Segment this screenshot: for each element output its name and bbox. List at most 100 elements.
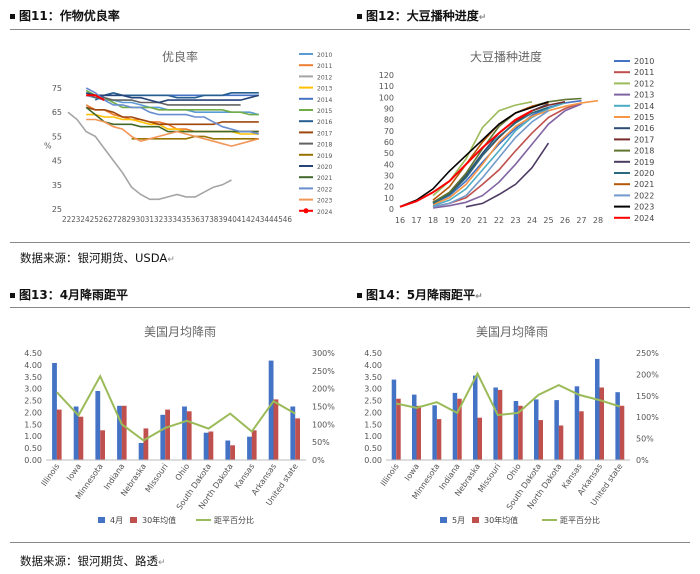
legend-label-2017: 2017 <box>634 135 654 144</box>
y-axis-label: % <box>44 142 52 151</box>
y2-tick-label: 100% <box>312 420 335 429</box>
x-tick-label: 19 <box>444 216 454 225</box>
legend-label-2013: 2013 <box>634 91 654 100</box>
bottom-source-divider <box>10 542 690 543</box>
y-tick-label: 0.00 <box>24 456 42 465</box>
legend-label-2022: 2022 <box>317 186 332 193</box>
y2-tick-label: 50% <box>636 435 654 444</box>
x-tick-label: 16 <box>395 216 405 225</box>
y-tick-label: 65 <box>52 108 62 117</box>
legend-label-2011: 2011 <box>634 68 654 77</box>
bar-30年均值 <box>396 398 401 460</box>
legend-label-2012: 2012 <box>634 79 654 88</box>
y-tick-label: 3.00 <box>364 385 382 394</box>
bar-4月 <box>203 432 209 460</box>
series-line-2017 <box>85 106 259 126</box>
chart-fig14: 美国月均降雨 0.00 0.50 1.00 1.50 2.00 2.50 3.00 3.50 4.… <box>364 325 659 525</box>
return-mark-icon: ↵ <box>158 558 166 568</box>
y2-tick-label: 150% <box>312 403 335 412</box>
series-line-2014 <box>432 102 566 207</box>
legend-swatch-4月 <box>98 517 105 523</box>
chart-fig13: 美国月均降雨 0.00 0.50 1.00 1.50 2.00 2.50 3.00 3.50 4.… <box>24 325 335 525</box>
y-tick-label: 0.00 <box>364 456 382 465</box>
legend-label-2015: 2015 <box>317 108 332 115</box>
figure-13-heading: 图13：4月降雨距平 <box>10 286 128 303</box>
bar-30年均值 <box>497 389 503 460</box>
chart-title: 美国月均降雨 <box>144 325 216 339</box>
series-line-距平百分比 <box>395 371 621 417</box>
bar-4月 <box>138 442 144 460</box>
series-line-2015 <box>85 89 259 116</box>
legend-swatch-30年均值 <box>472 517 479 523</box>
y-tick-label: 50 <box>384 149 394 158</box>
bar-30年均值 <box>230 445 235 460</box>
series-line-2023 <box>399 101 549 208</box>
y2-tick-label: 100% <box>636 413 659 422</box>
x-tick-labels: 2223242526272829303132333435363738394041… <box>62 215 292 224</box>
bar-4月 <box>182 406 187 460</box>
legend-label-2013: 2013 <box>317 86 332 93</box>
bar-30年均值 <box>208 431 214 460</box>
figure-13-title: 图13：4月降雨距平 <box>19 288 129 302</box>
series-line-2020 <box>432 106 549 205</box>
source-note-bottom: 数据来源：银河期货、路透↵ <box>20 553 166 569</box>
legend-label-30年均值: 30年均值 <box>142 515 176 525</box>
chart-fig12: 大豆播种进度 0 10 20 30 40 50 60 70 80 90 100 110 120 16 17 18… <box>379 49 655 225</box>
series-line-2021 <box>85 106 259 133</box>
source-text-top: 数据来源：银河期货、USDA <box>20 251 168 265</box>
legend-label-2021: 2021 <box>634 180 654 189</box>
x-tick-label: 22 <box>494 216 504 225</box>
bar-5月 <box>432 405 437 460</box>
series-line-2011 <box>85 104 259 133</box>
legend-label-4月: 4月 <box>110 516 123 525</box>
x-tick-label: 18 <box>428 216 438 225</box>
legend-label-距平百分比: 距平百分比 <box>560 515 600 525</box>
y-tick-label: 2.50 <box>364 397 382 406</box>
x-tick-label: 24 <box>527 216 537 225</box>
y-tick-label: 4.50 <box>364 349 382 358</box>
bullet-square-icon <box>10 14 15 19</box>
x-tick-label: Illinois <box>379 462 401 488</box>
bar-30年均值 <box>186 411 192 460</box>
bar-30年均值 <box>143 428 149 460</box>
return-mark-icon: ↵ <box>478 13 487 23</box>
bar-30年均值 <box>273 399 279 460</box>
legend-label-2020: 2020 <box>317 164 332 171</box>
y-tick-label: 35 <box>52 181 62 190</box>
x-tick-label: 26 <box>560 216 570 225</box>
y-tick-label: 1.00 <box>364 432 382 441</box>
x-tick-label: 28 <box>593 216 603 225</box>
bar-30年均值 <box>251 430 257 460</box>
y-tick-label: 30 <box>384 172 394 181</box>
legend-label-2016: 2016 <box>634 124 654 133</box>
bar-30年均值 <box>56 409 62 460</box>
y-tick-label: 90 <box>384 105 394 114</box>
legend-label-2017: 2017 <box>317 130 332 137</box>
y-tick-label: 10 <box>384 194 394 203</box>
series-line-2015 <box>432 99 599 206</box>
chart-title: 美国月均降雨 <box>476 325 548 339</box>
bar-5月 <box>473 375 478 460</box>
series-line-2019 <box>465 142 550 208</box>
x-tick-label: 17 <box>411 216 421 225</box>
x-tick-label: Illinois <box>40 462 62 488</box>
legend-label-2014: 2014 <box>634 102 654 111</box>
y-tick-label: 0.50 <box>364 444 382 453</box>
legend-label-2024: 2024 <box>317 209 332 216</box>
legend-label-2023: 2023 <box>317 198 332 205</box>
y-tick-label: 120 <box>379 71 394 80</box>
series-line-2018 <box>85 92 241 106</box>
x-tick-label: Ohio <box>505 462 523 482</box>
legend-label-2020: 2020 <box>634 169 654 178</box>
legend-label-30年均值: 30年均值 <box>484 515 518 525</box>
bar-30年均值 <box>78 416 84 460</box>
bar-5月 <box>595 358 600 460</box>
bar-30年均值 <box>599 387 604 460</box>
y-tick-label: 2.50 <box>24 397 42 406</box>
bar-30年均值 <box>477 417 482 460</box>
y-tick-label: 4.00 <box>364 361 382 370</box>
return-mark-icon: ↵ <box>167 255 175 265</box>
series-line-2024 <box>399 109 533 208</box>
bar-5月 <box>554 400 559 460</box>
y-tick-label: 40 <box>384 160 394 169</box>
